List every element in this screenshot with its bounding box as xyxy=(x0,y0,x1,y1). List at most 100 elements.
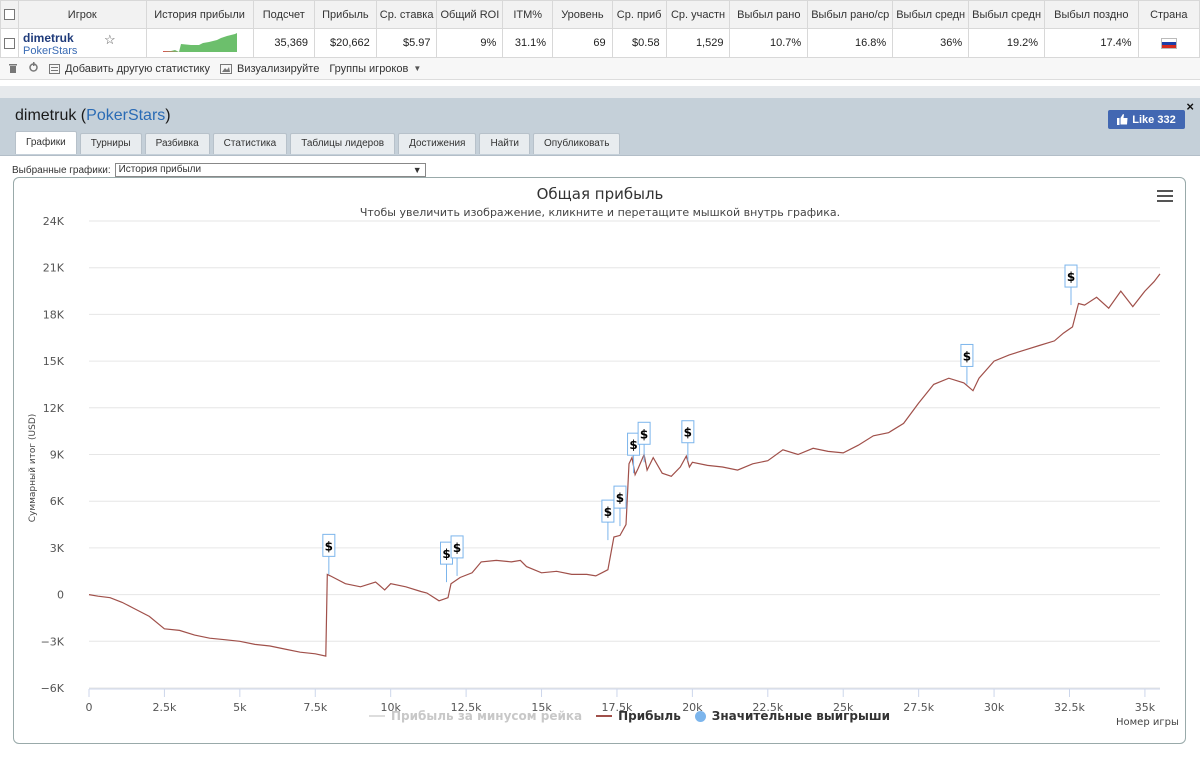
cell-count: 35,369 xyxy=(252,28,316,58)
flag-label: $ xyxy=(442,547,450,561)
y-tick-label: 24K xyxy=(43,215,65,228)
panel-network-link[interactable]: PokerStars xyxy=(86,107,166,124)
tab-publish[interactable]: Опубликовать xyxy=(533,133,621,154)
col-profit-history[interactable]: История прибыли xyxy=(145,0,254,29)
flag-label: $ xyxy=(453,541,461,555)
x-tick-label: 5k xyxy=(233,701,247,714)
col-avg-entrants[interactable]: Ср. участн xyxy=(665,0,731,29)
player-network-link[interactable]: PokerStars xyxy=(23,44,78,57)
x-tick-label: 35k xyxy=(1135,701,1156,714)
cell-late: 17.4% xyxy=(1044,28,1139,58)
tab-tournaments[interactable]: Турниры xyxy=(79,133,142,154)
x-tick-label: 2.5k xyxy=(152,701,176,714)
profit-history-sparkline[interactable] xyxy=(145,28,254,58)
select-all-checkbox[interactable] xyxy=(4,9,15,21)
select-all-checkbox-cell[interactable] xyxy=(0,0,19,29)
col-count[interactable]: Подсчет xyxy=(252,0,316,29)
separator-band xyxy=(0,86,1200,98)
col-early[interactable]: Выбыл рано xyxy=(729,0,809,29)
close-panel-button[interactable]: × xyxy=(1186,99,1194,114)
visualize-button[interactable]: Визуализируйте xyxy=(220,63,319,75)
player-name-link[interactable]: dimetruk xyxy=(23,30,74,45)
y-tick-label: 15K xyxy=(43,355,65,368)
col-avg-stake[interactable]: Ср. ставка xyxy=(375,0,438,29)
profit-chart[interactable]: Общая прибыль Чтобы увеличить изображение… xyxy=(13,177,1186,744)
flag-box xyxy=(322,533,336,557)
legend-item-big-wins[interactable]: Значительные выигрыши xyxy=(694,709,891,723)
legend-label-big-wins: Значительные выигрыши xyxy=(711,709,891,723)
col-avg-profit[interactable]: Ср. приб xyxy=(611,0,667,29)
col-roi[interactable]: Общий ROI xyxy=(436,0,504,29)
cell-roi: 9% xyxy=(436,28,504,58)
stats-header-row: Игрок История прибыли Подсчет Прибыль Ср… xyxy=(0,0,1200,29)
col-profit[interactable]: Прибыль xyxy=(314,0,377,29)
tab-achievements[interactable]: Достижения xyxy=(398,133,477,154)
y-tick-label: 12K xyxy=(43,402,65,415)
table-row: dimetruk PokerStars ☆ 35,369 $20,662 $5.… xyxy=(0,28,1200,58)
profit-series-line xyxy=(88,273,1161,657)
x-tick-label: 27.5k xyxy=(903,701,934,714)
col-early-mid[interactable]: Выбыл рано/ср xyxy=(807,0,894,29)
flag-label: $ xyxy=(629,438,637,452)
chart-canvas[interactable]: Общая прибыль Чтобы увеличить изображение… xyxy=(14,178,1187,745)
facebook-like-button[interactable]: Like 332 xyxy=(1108,110,1185,129)
col-mid2[interactable]: Выбыл средн xyxy=(968,0,1046,29)
col-level[interactable]: Уровень xyxy=(552,0,613,29)
table-toolbar: Добавить другую статистику Визуализируйт… xyxy=(0,58,1200,80)
chevron-down-icon: ▼ xyxy=(412,165,422,175)
stats-table: Игрок История прибыли Подсчет Прибыль Ср… xyxy=(0,0,1200,58)
x-tick-label: 32.5k xyxy=(1054,701,1085,714)
tab-leaderboards[interactable]: Таблицы лидеров xyxy=(290,133,396,154)
big-win-flag: $ xyxy=(637,421,651,463)
big-win-flag: $ xyxy=(601,499,615,541)
cell-profit: $20,662 xyxy=(314,28,377,58)
star-icon[interactable]: ☆ xyxy=(104,32,116,47)
sparkline-area xyxy=(162,32,237,52)
add-stat-button[interactable]: Добавить другую статистику xyxy=(49,63,210,75)
col-mid[interactable]: Выбыл средн xyxy=(892,0,970,29)
big-win-flag: $ xyxy=(450,535,464,576)
y-tick-label: 18K xyxy=(43,308,65,321)
flag-label: $ xyxy=(963,349,971,363)
tab-find[interactable]: Найти xyxy=(479,133,531,154)
legend-label-rake: Прибыль за минусом рейка xyxy=(391,709,583,723)
y-tick-label: 6K xyxy=(50,495,65,508)
flag-box xyxy=(681,420,695,444)
flag-label: $ xyxy=(616,491,624,505)
panel-title: dimetruk (PokerStars) xyxy=(15,107,171,124)
flag-label: $ xyxy=(684,426,692,440)
cell-mid2: 19.2% xyxy=(968,28,1046,58)
legend-item-profit[interactable]: Прибыль xyxy=(596,709,681,723)
panel-header: dimetruk (PokerStars) × Like 332 Графики… xyxy=(0,98,1200,156)
row-checkbox-cell[interactable] xyxy=(0,28,19,58)
tab-statistics[interactable]: Статистика xyxy=(212,133,288,154)
thumbs-up-icon xyxy=(1117,114,1128,125)
y-tick-label: 0 xyxy=(57,589,64,602)
col-country[interactable]: Страна xyxy=(1137,0,1200,29)
cell-itm: 31.1% xyxy=(502,28,554,58)
caret-down-icon: ▼ xyxy=(413,64,422,73)
refresh-icon[interactable] xyxy=(28,61,39,76)
tab-breakdown[interactable]: Разбивка xyxy=(144,133,210,154)
row-checkbox[interactable] xyxy=(4,37,15,49)
big-win-flag: $ xyxy=(681,420,695,461)
x-tick-label: 10k xyxy=(381,701,402,714)
cell-avg-entrants: 1,529 xyxy=(665,28,731,58)
cell-mid: 36% xyxy=(892,28,970,58)
tab-charts[interactable]: Графики xyxy=(15,131,77,154)
chart-select[interactable]: История прибыли ▼ xyxy=(114,163,426,177)
cell-avg-stake: $5.97 xyxy=(375,28,438,58)
player-cell: dimetruk PokerStars ☆ xyxy=(18,28,147,58)
x-tick-label: 15k xyxy=(531,701,552,714)
legend-item-rake[interactable]: Прибыль за минусом рейка xyxy=(369,709,582,723)
col-player[interactable]: Игрок xyxy=(18,0,147,29)
col-itm[interactable]: ITM% xyxy=(502,0,554,29)
col-late[interactable]: Выбыл поздно xyxy=(1044,0,1139,29)
trash-icon[interactable] xyxy=(8,62,18,76)
chart-select-value: История прибыли xyxy=(118,164,202,175)
player-groups-dropdown[interactable]: Группы игроков ▼ xyxy=(329,63,421,75)
hamburger-icon[interactable] xyxy=(1157,190,1173,202)
big-win-flag: $ xyxy=(613,485,627,527)
flag-box xyxy=(450,535,464,559)
add-stat-icon xyxy=(49,63,60,74)
